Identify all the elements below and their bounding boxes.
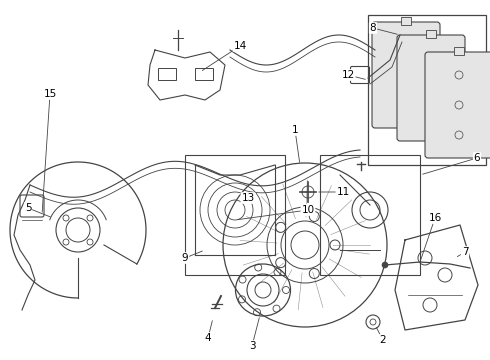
FancyBboxPatch shape <box>372 22 440 128</box>
Text: 1: 1 <box>292 125 298 135</box>
Bar <box>195 68 213 80</box>
Text: 15: 15 <box>44 89 57 99</box>
Text: 13: 13 <box>242 193 255 203</box>
Bar <box>185 155 285 275</box>
Bar <box>320 155 420 275</box>
Bar <box>158 68 176 80</box>
Text: 14: 14 <box>233 41 246 51</box>
Text: 4: 4 <box>205 333 211 343</box>
Text: 16: 16 <box>428 213 441 223</box>
Circle shape <box>382 262 388 268</box>
Text: 10: 10 <box>301 205 315 215</box>
FancyBboxPatch shape <box>397 35 465 141</box>
Text: 2: 2 <box>380 335 386 345</box>
Text: 8: 8 <box>369 23 376 33</box>
Bar <box>401 17 411 25</box>
FancyBboxPatch shape <box>425 52 490 158</box>
Text: 9: 9 <box>182 253 188 263</box>
Text: 5: 5 <box>24 203 31 213</box>
Text: 12: 12 <box>342 70 355 80</box>
Text: 3: 3 <box>249 341 255 351</box>
Bar <box>368 15 486 165</box>
Text: 7: 7 <box>462 247 468 257</box>
Text: 11: 11 <box>336 187 350 197</box>
Bar <box>426 30 436 38</box>
Text: 6: 6 <box>474 153 480 163</box>
Bar <box>454 47 464 55</box>
